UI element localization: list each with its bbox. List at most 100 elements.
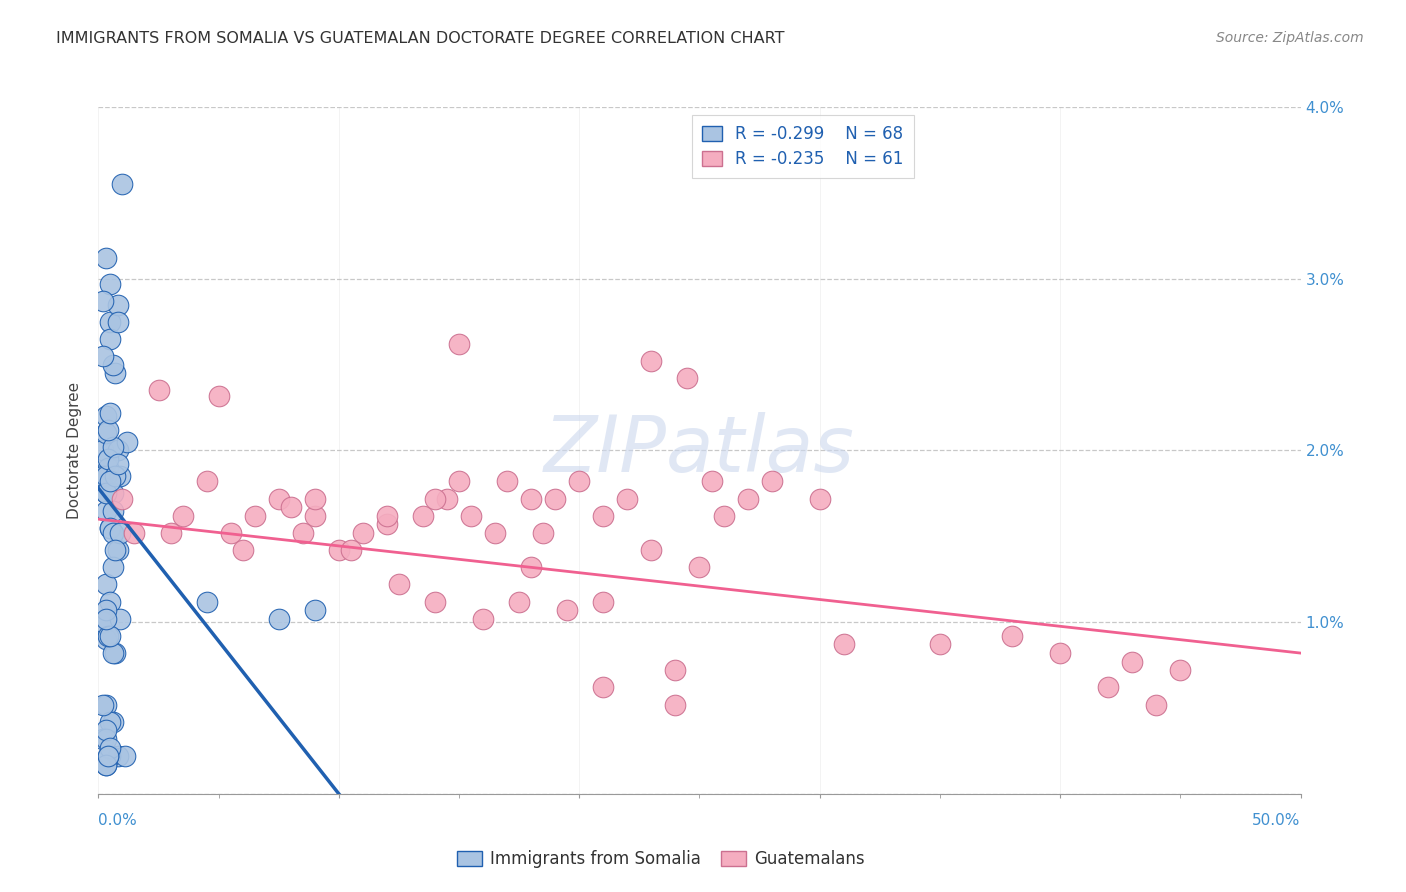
Point: [1049, 646, 1071, 660]
Text: 50.0%: 50.0%: [1253, 814, 1301, 828]
Point: [101, 525, 124, 540]
Point: [616, 491, 638, 506]
Point: [101, 358, 124, 372]
Point: [1097, 681, 1119, 695]
Point: [124, 525, 146, 540]
Point: [114, 749, 136, 764]
Point: [94, 469, 117, 483]
Point: [101, 714, 124, 729]
Point: [101, 646, 124, 660]
Legend: R = -0.299    N = 68, R = -0.235    N = 61: R = -0.299 N = 68, R = -0.235 N = 61: [692, 115, 914, 178]
Y-axis label: Doctorate Degree: Doctorate Degree: [67, 382, 83, 519]
Point: [94, 731, 117, 746]
Point: [94, 486, 117, 500]
Point: [1121, 655, 1143, 669]
Point: [104, 543, 127, 558]
Point: [97, 452, 120, 467]
Point: [104, 469, 127, 483]
Point: [304, 508, 326, 523]
Point: [640, 354, 662, 368]
Point: [100, 629, 122, 643]
Point: [195, 594, 218, 608]
Point: [91, 731, 114, 746]
Point: [664, 663, 686, 677]
Point: [101, 560, 124, 574]
Point: [592, 681, 614, 695]
Point: [172, 508, 194, 523]
Point: [267, 491, 290, 506]
Point: [91, 294, 114, 309]
Point: [460, 508, 482, 523]
Point: [100, 521, 122, 535]
Point: [508, 594, 530, 608]
Point: [304, 603, 326, 617]
Point: [104, 366, 127, 380]
Point: [544, 491, 567, 506]
Point: [97, 749, 120, 764]
Point: [100, 332, 122, 346]
Point: [107, 297, 129, 311]
Point: [195, 475, 218, 489]
Point: [496, 475, 519, 489]
Point: [107, 315, 129, 329]
Point: [104, 646, 127, 660]
Point: [592, 594, 614, 608]
Point: [328, 543, 350, 558]
Point: [375, 508, 398, 523]
Point: [107, 543, 129, 558]
Point: [108, 525, 131, 540]
Point: [555, 603, 578, 617]
Point: [97, 423, 120, 437]
Point: [352, 525, 374, 540]
Text: ZIPatlas: ZIPatlas: [544, 412, 855, 489]
Point: [94, 409, 117, 423]
Point: [436, 491, 458, 506]
Point: [928, 638, 950, 652]
Point: [100, 475, 122, 489]
Point: [107, 443, 129, 458]
Point: [219, 525, 242, 540]
Point: [447, 475, 470, 489]
Point: [761, 475, 783, 489]
Point: [592, 508, 614, 523]
Point: [91, 349, 114, 363]
Point: [107, 457, 129, 471]
Point: [423, 491, 446, 506]
Point: [304, 491, 326, 506]
Point: [94, 723, 117, 738]
Point: [94, 612, 117, 626]
Point: [94, 486, 117, 500]
Point: [94, 632, 117, 647]
Point: [640, 543, 662, 558]
Point: [108, 469, 131, 483]
Point: [388, 577, 411, 591]
Point: [412, 508, 434, 523]
Point: [97, 749, 120, 764]
Point: [101, 503, 124, 517]
Point: [91, 615, 114, 630]
Point: [97, 629, 120, 643]
Point: [100, 277, 122, 291]
Point: [107, 749, 129, 764]
Legend: Immigrants from Somalia, Guatemalans: Immigrants from Somalia, Guatemalans: [450, 844, 872, 875]
Point: [291, 525, 314, 540]
Text: Source: ZipAtlas.com: Source: ZipAtlas.com: [1216, 31, 1364, 45]
Point: [100, 714, 122, 729]
Point: [94, 757, 117, 772]
Point: [208, 388, 231, 402]
Point: [97, 460, 120, 475]
Point: [148, 384, 170, 398]
Point: [108, 612, 131, 626]
Point: [91, 698, 114, 712]
Point: [520, 560, 543, 574]
Point: [232, 543, 254, 558]
Point: [100, 406, 122, 420]
Point: [1144, 698, 1167, 712]
Point: [713, 508, 735, 523]
Point: [808, 491, 831, 506]
Point: [94, 757, 117, 772]
Text: IMMIGRANTS FROM SOMALIA VS GUATEMALAN DOCTORATE DEGREE CORRELATION CHART: IMMIGRANTS FROM SOMALIA VS GUATEMALAN DO…: [56, 31, 785, 46]
Point: [159, 525, 181, 540]
Point: [100, 315, 122, 329]
Point: [101, 486, 124, 500]
